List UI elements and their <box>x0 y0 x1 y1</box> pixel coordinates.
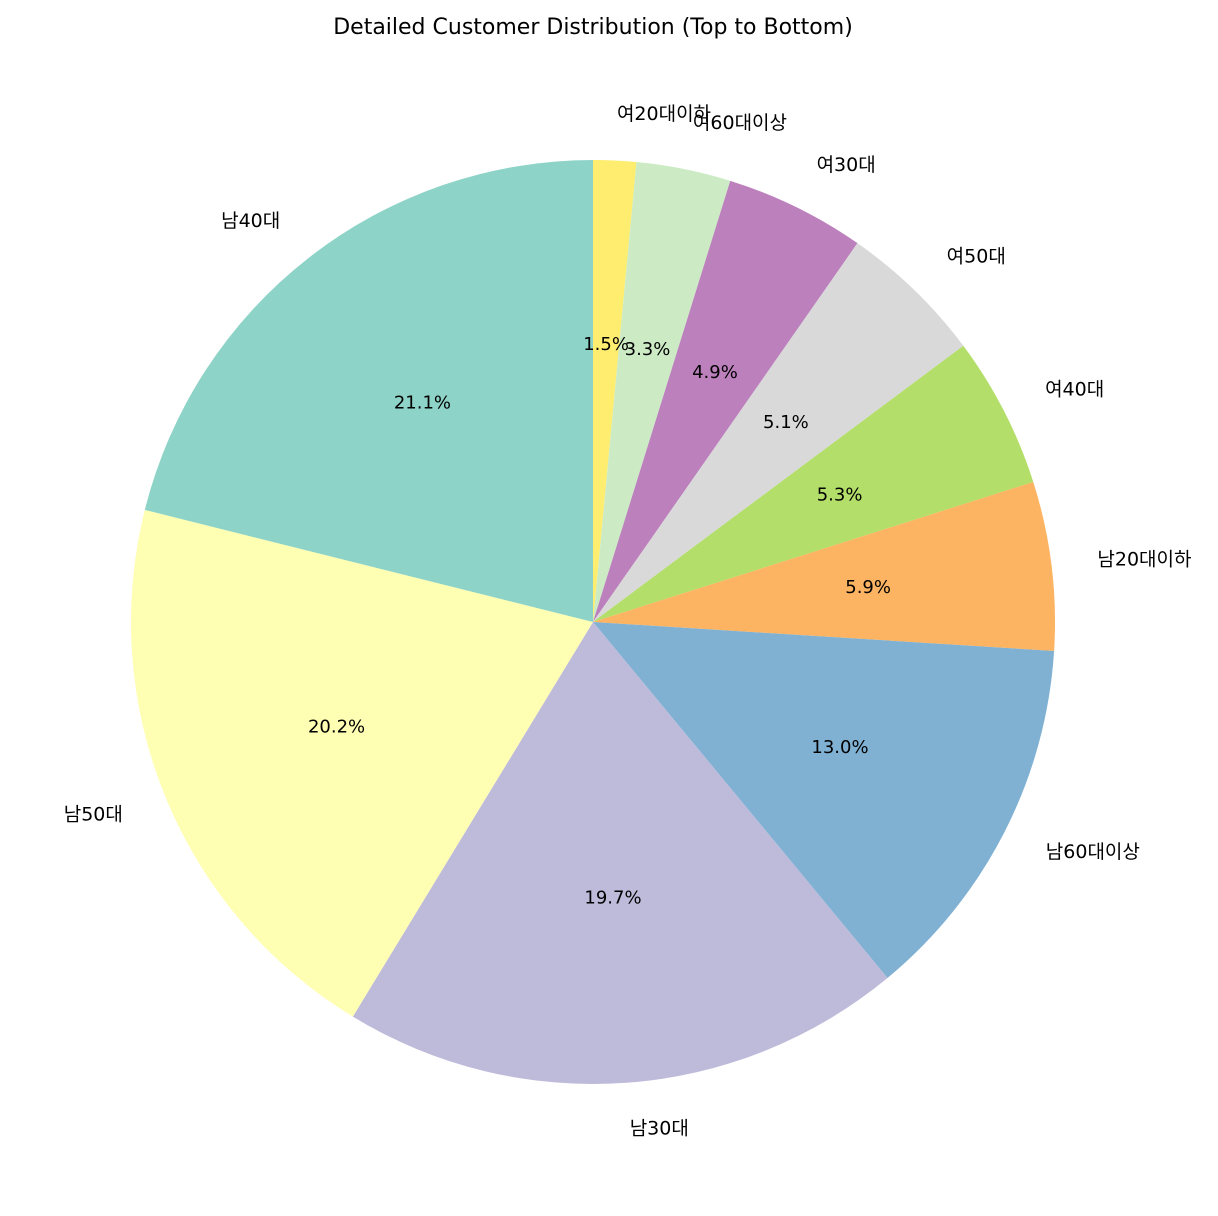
pie-slice <box>593 345 1034 622</box>
pie-slice <box>593 162 731 623</box>
pie-slice <box>593 180 858 622</box>
slice-percent-label: 1.5% <box>583 334 629 355</box>
pie-labels: 여20대이하 1.5% 여60대이상 3.3% 여30대 4.9% 여50대 5.1% 여40대… <box>64 103 1192 1140</box>
slice-label: 여40대 <box>1045 378 1104 400</box>
pie-slices <box>130 160 1055 1084</box>
pie-slice <box>593 481 1055 652</box>
slice-label: 남20대이하 <box>1097 548 1191 570</box>
chart-title: Detailed Customer Distribution (Top to B… <box>333 15 853 40</box>
slice-percent-label: 4.9% <box>692 362 738 383</box>
slice-label: 남30대 <box>630 1117 689 1139</box>
slice-percent-label: 5.9% <box>845 577 891 598</box>
slice-percent-label: 13.0% <box>811 737 868 758</box>
pie-slice <box>130 509 593 1017</box>
slice-percent-label: 20.2% <box>308 716 365 737</box>
pie-slice <box>593 622 1055 978</box>
slice-percent-label: 3.3% <box>625 339 671 360</box>
pie-slice <box>593 243 964 622</box>
slice-percent-label: 5.1% <box>763 412 809 433</box>
slice-label: 남60대이상 <box>1046 841 1140 863</box>
slice-label: 남50대 <box>64 804 123 826</box>
slice-label: 여60대이상 <box>693 112 787 134</box>
slice-label: 여20대이하 <box>617 103 711 125</box>
pie-slice <box>352 622 888 1084</box>
slice-label: 남40대 <box>221 210 280 232</box>
slice-percent-label: 19.7% <box>584 887 641 908</box>
pie-slice <box>593 160 637 622</box>
slice-label: 여30대 <box>817 154 876 176</box>
slice-percent-label: 5.3% <box>817 484 863 505</box>
slice-label: 여50대 <box>947 246 1006 268</box>
pie-slice <box>144 160 593 622</box>
slice-percent-label: 21.1% <box>394 393 451 414</box>
